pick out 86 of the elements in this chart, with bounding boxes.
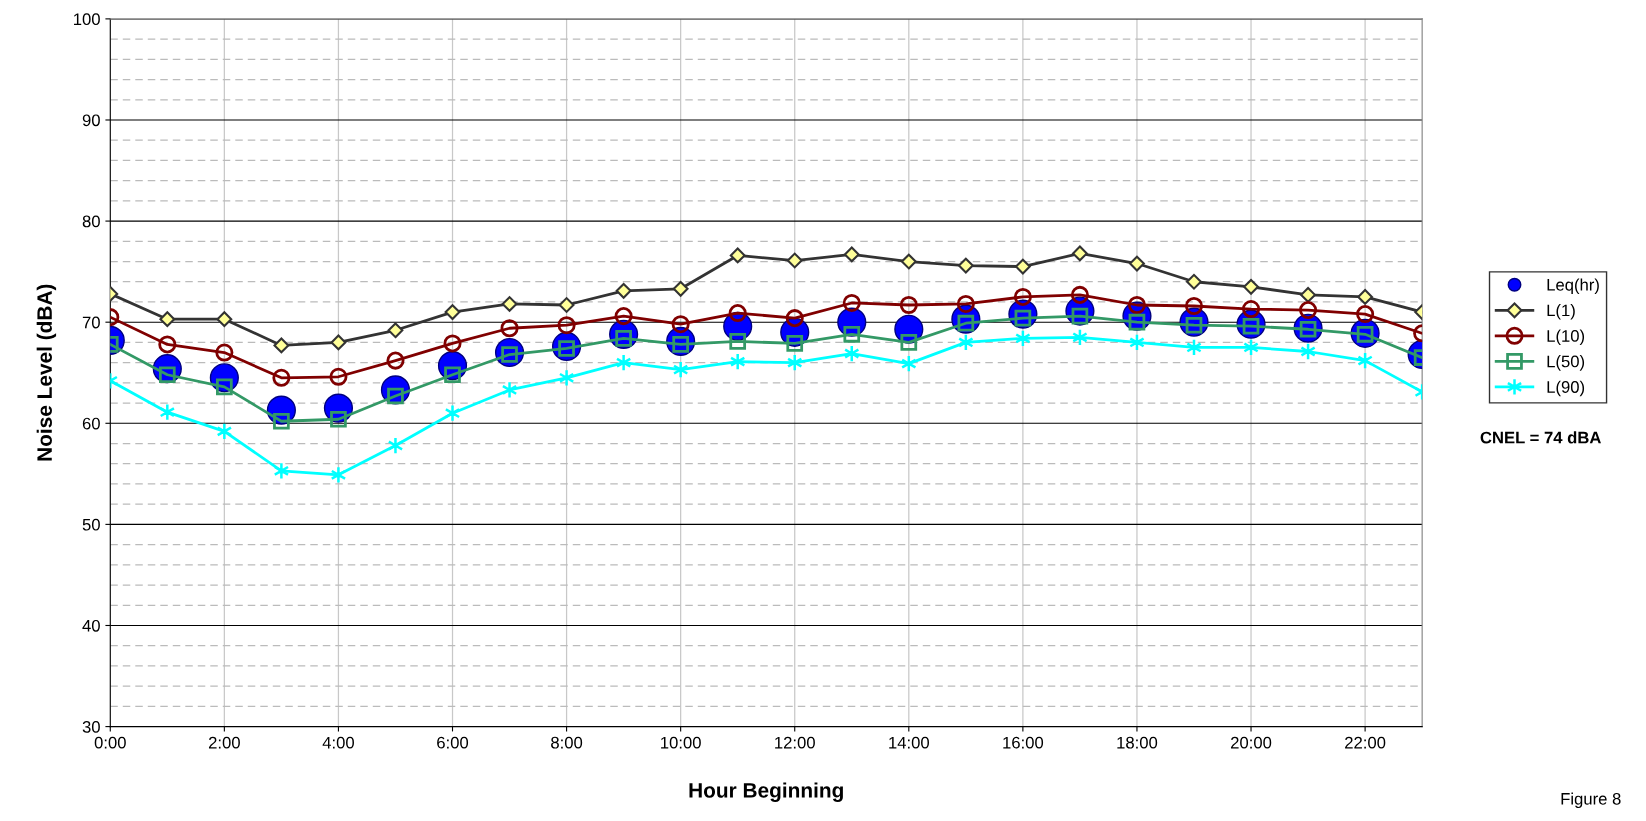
point bbox=[387, 436, 404, 455]
text: CNEL = 74 dBA bbox=[1480, 431, 1601, 444]
y-tick-label: 70 bbox=[82, 316, 100, 329]
point bbox=[387, 322, 404, 339]
y-tick-label: 90 bbox=[82, 114, 100, 127]
x-tick-label: 18:00 bbox=[1117, 736, 1158, 749]
point bbox=[1299, 301, 1318, 320]
point bbox=[558, 297, 575, 313]
y-tick-label: 60 bbox=[82, 417, 100, 430]
point bbox=[386, 351, 405, 370]
point bbox=[843, 325, 861, 343]
x-tick-label: 2:00 bbox=[208, 736, 240, 749]
x-tick-label: 16:00 bbox=[1003, 736, 1044, 749]
y-axis-title: Noise Level (dBA) bbox=[36, 284, 57, 461]
y-tick-label: 80 bbox=[82, 215, 100, 228]
point bbox=[444, 404, 461, 423]
point bbox=[614, 307, 633, 326]
point bbox=[273, 337, 290, 354]
legend-label: L(50) bbox=[1547, 355, 1585, 371]
point bbox=[900, 253, 917, 270]
point bbox=[729, 333, 747, 350]
point bbox=[500, 319, 519, 338]
x-tick-label: 14:00 bbox=[889, 736, 930, 749]
point bbox=[159, 311, 176, 328]
point bbox=[444, 304, 461, 320]
y-tick-label: 100 bbox=[74, 13, 100, 26]
point bbox=[786, 252, 803, 269]
point bbox=[557, 316, 576, 335]
x-tick-label: 8:00 bbox=[551, 736, 583, 749]
point bbox=[443, 334, 462, 353]
point bbox=[1356, 305, 1375, 324]
x-tick-label: 12:00 bbox=[775, 736, 815, 749]
point bbox=[558, 368, 575, 387]
point bbox=[330, 465, 347, 484]
x-tick-label: 22:00 bbox=[1345, 736, 1386, 749]
point bbox=[273, 412, 290, 430]
caption: Figure 8 bbox=[1561, 792, 1621, 809]
y-tick-label: 30 bbox=[82, 720, 100, 733]
point bbox=[1186, 273, 1202, 290]
point bbox=[899, 295, 918, 315]
legend-label: L(10) bbox=[1547, 329, 1585, 346]
point bbox=[1129, 255, 1145, 272]
point bbox=[671, 315, 690, 334]
point bbox=[329, 367, 348, 386]
y-tick-label: 50 bbox=[82, 518, 100, 531]
point bbox=[785, 309, 804, 328]
point bbox=[672, 280, 689, 297]
point bbox=[615, 282, 632, 299]
x-tick-label: 10:00 bbox=[661, 736, 701, 749]
x-tick-label: 20:00 bbox=[1231, 736, 1272, 749]
point bbox=[1243, 278, 1259, 295]
legend-label: Leq(hr) bbox=[1547, 278, 1599, 295]
point bbox=[1242, 300, 1261, 319]
point bbox=[215, 343, 234, 362]
point bbox=[842, 293, 861, 312]
point bbox=[729, 247, 746, 264]
y-tick-label: 40 bbox=[82, 619, 100, 632]
point bbox=[158, 335, 177, 354]
x-tick-label: 6:00 bbox=[437, 736, 469, 749]
point bbox=[728, 304, 747, 323]
point bbox=[957, 257, 974, 274]
point bbox=[843, 246, 860, 263]
x-axis-title: Hour Beginning bbox=[689, 782, 843, 802]
x-tick-label: 4:00 bbox=[322, 736, 354, 749]
point bbox=[330, 410, 347, 428]
point bbox=[786, 335, 804, 352]
x-tick-label: 0:00 bbox=[94, 736, 126, 749]
point bbox=[1014, 258, 1031, 275]
point bbox=[1070, 285, 1089, 304]
legend-label: L(90) bbox=[1547, 380, 1585, 397]
point bbox=[1127, 295, 1146, 315]
point bbox=[900, 334, 918, 351]
point bbox=[1184, 296, 1204, 316]
point bbox=[272, 368, 291, 387]
point bbox=[216, 311, 233, 328]
point bbox=[1357, 288, 1374, 305]
point bbox=[1072, 245, 1088, 262]
point bbox=[501, 296, 518, 312]
point bbox=[1013, 287, 1032, 306]
point bbox=[330, 334, 347, 351]
point bbox=[501, 381, 518, 399]
point bbox=[159, 403, 176, 422]
point bbox=[956, 294, 975, 314]
point bbox=[1300, 286, 1316, 303]
point bbox=[672, 360, 689, 379]
legend-label: L(1) bbox=[1547, 304, 1575, 320]
